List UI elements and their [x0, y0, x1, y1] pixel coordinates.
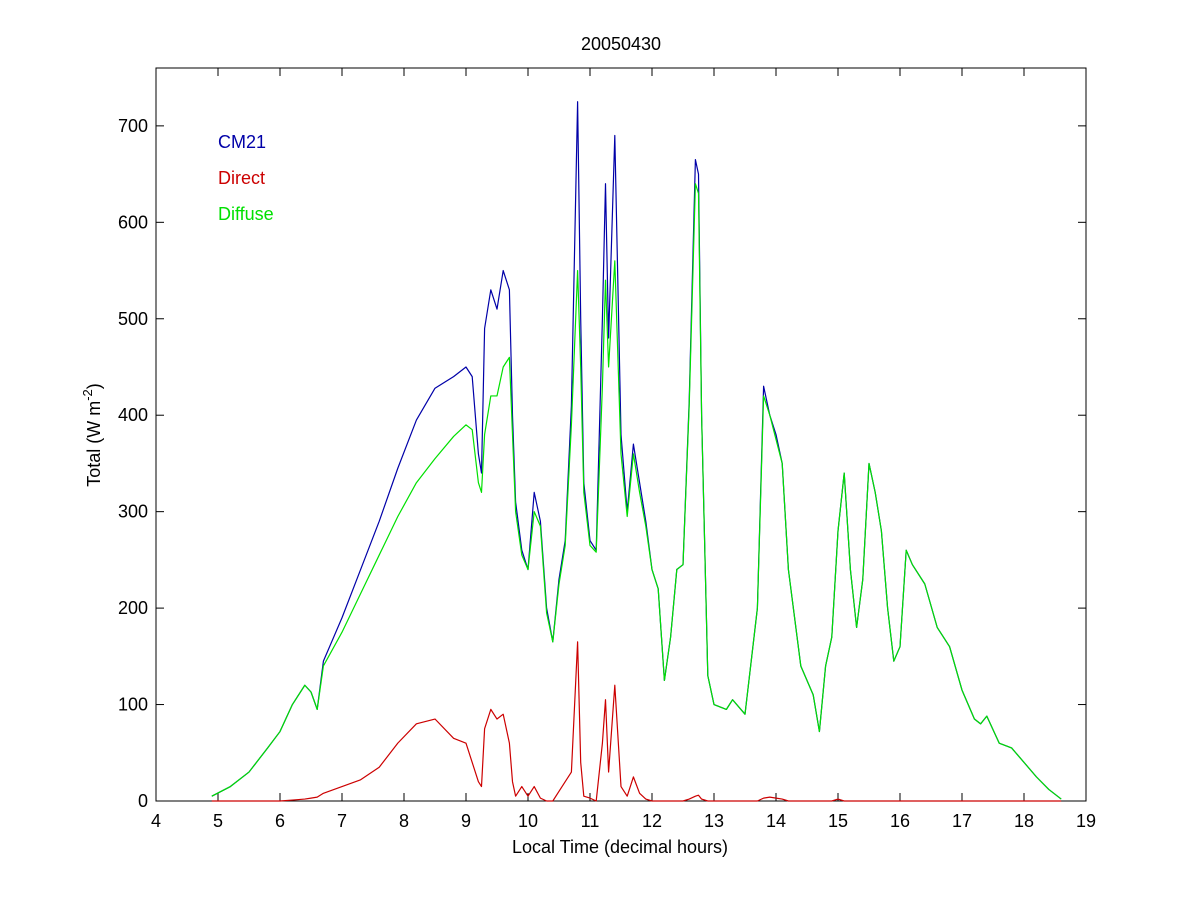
y-axis-label-sup: -2	[80, 389, 95, 401]
y-tick-label: 0	[138, 791, 148, 811]
y-tick-label: 700	[118, 116, 148, 136]
series-line	[211, 641, 1062, 802]
x-tick-label: 14	[766, 811, 786, 831]
x-tick-label: 11	[581, 811, 600, 831]
y-axis-label-part: )	[84, 383, 104, 389]
legend-entry: Direct	[218, 168, 265, 188]
y-tick-label: 300	[118, 502, 148, 522]
x-tick-label: 5	[213, 811, 223, 831]
x-tick-label: 18	[1014, 811, 1034, 831]
y-tick-label: 500	[118, 309, 148, 329]
x-tick-label: 17	[952, 811, 972, 831]
x-axis-label: Local Time (decimal hours)	[512, 837, 728, 857]
x-tick-label: 19	[1076, 811, 1096, 831]
x-tick-label: 13	[704, 811, 724, 831]
chart-title: 20050430	[581, 34, 661, 54]
legend-entry: CM21	[218, 132, 266, 152]
x-tick-label: 16	[890, 811, 910, 831]
y-tick-label: 400	[118, 405, 148, 425]
x-tick-label: 15	[828, 811, 848, 831]
x-tick-label: 6	[275, 811, 285, 831]
y-tick-label: 200	[118, 598, 148, 618]
x-tick-label: 9	[461, 811, 471, 831]
x-tick-label: 4	[151, 811, 161, 831]
y-tick-label: 100	[118, 695, 148, 715]
y-axis-label: Total (W m-2)	[80, 383, 104, 487]
series-line	[211, 183, 1062, 800]
x-tick-label: 7	[337, 811, 347, 831]
legend-entry: Diffuse	[218, 204, 274, 224]
x-tick-label: 10	[518, 811, 538, 831]
x-tick-label: 8	[399, 811, 409, 831]
y-tick-label: 600	[118, 212, 148, 232]
y-axis-label-part: Total (W m	[84, 401, 104, 487]
x-tick-label: 12	[642, 811, 662, 831]
